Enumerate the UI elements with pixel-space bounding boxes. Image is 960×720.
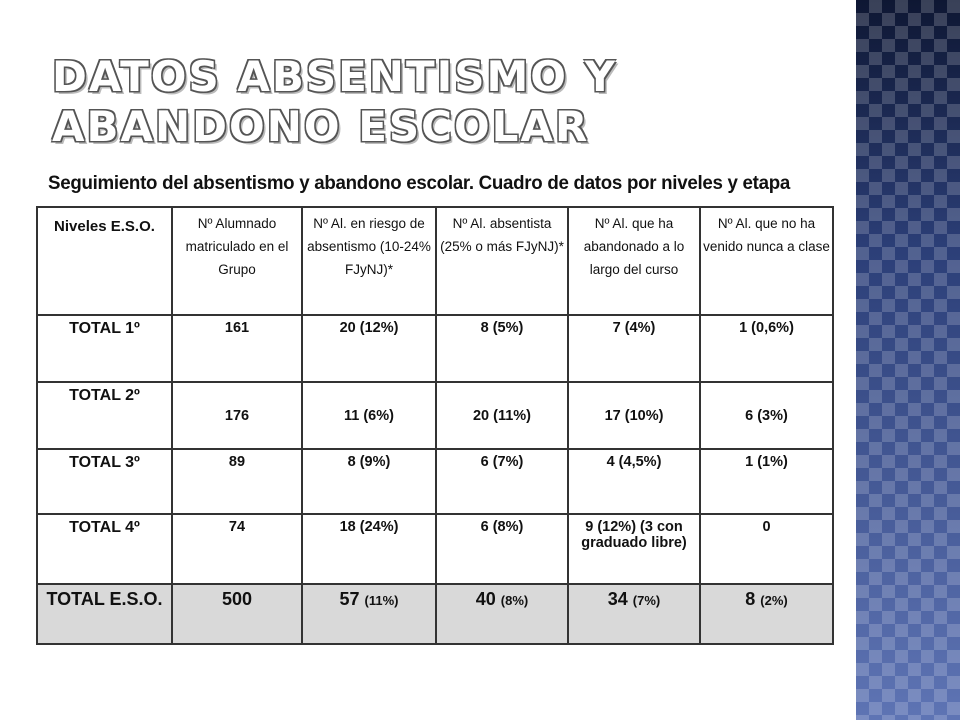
cell-absentee: 8 (5%) xyxy=(435,314,569,383)
row-label: TOTAL 1º xyxy=(36,314,173,383)
total-at-risk: 57 (11%) xyxy=(301,583,437,645)
table-row: TOTAL 3º 89 8 (9%) 6 (7%) 4 (4,5%) 1 (1%… xyxy=(36,448,834,515)
total-enrolled: 500 xyxy=(171,583,303,645)
total-never-attended: 8 (2%) xyxy=(699,583,834,645)
table-total-row: TOTAL E.S.O. 500 57 (11%) 40 (8%) 34 (7%… xyxy=(36,583,834,645)
total-pct: (8%) xyxy=(500,593,529,608)
table-header-row: Niveles E.S.O. Nº Alumnado matriculado e… xyxy=(36,206,834,316)
cell-enrolled: 176 xyxy=(171,381,303,450)
table-row: TOTAL 4º 74 18 (24%) 6 (8%) 9 (12%) (3 c… xyxy=(36,513,834,585)
absenteeism-table: Niveles E.S.O. Nº Alumnado matriculado e… xyxy=(36,206,834,645)
total-dropped-out: 34 (7%) xyxy=(567,583,701,645)
cell-at-risk: 11 (6%) xyxy=(301,381,437,450)
cell-never-attended: 0 xyxy=(699,513,834,585)
total-pct: (11%) xyxy=(364,593,399,608)
table-caption: Seguimiento del absentismo y abandono es… xyxy=(48,172,791,194)
total-value: 500 xyxy=(221,589,253,609)
cell-never-attended: 1 (1%) xyxy=(699,448,834,515)
cell-dropped-out: 7 (4%) xyxy=(567,314,701,383)
cell-absentee: 6 (7%) xyxy=(435,448,569,515)
cell-never-attended: 6 (3%) xyxy=(699,381,834,450)
header-never-attended: Nº Al. que no ha venido nunca a clase xyxy=(699,206,834,316)
total-pct: (2%) xyxy=(760,593,788,608)
total-value: 40 xyxy=(475,589,496,609)
cell-dropped-out: 9 (12%) (3 con graduado libre) xyxy=(567,513,701,585)
row-label: TOTAL 2º xyxy=(36,381,173,450)
cell-at-risk: 20 (12%) xyxy=(301,314,437,383)
header-enrolled: Nº Alumnado matriculado en el Grupo xyxy=(171,206,303,316)
cell-absentee: 20 (11%) xyxy=(435,381,569,450)
cell-dropped-out: 4 (4,5%) xyxy=(567,448,701,515)
total-absentee: 40 (8%) xyxy=(435,583,569,645)
cell-absentee: 6 (8%) xyxy=(435,513,569,585)
total-pct: (7%) xyxy=(632,593,661,608)
cell-never-attended: 1 (0,6%) xyxy=(699,314,834,383)
row-label: TOTAL 3º xyxy=(36,448,173,515)
total-label: TOTAL E.S.O. xyxy=(36,583,173,645)
cell-enrolled: 89 xyxy=(171,448,303,515)
header-absentee: Nº Al. absentista (25% o más FJyNJ)* xyxy=(435,206,569,316)
table-row: TOTAL 2º 176 11 (6%) 20 (11%) 17 (10%) 6… xyxy=(36,381,834,450)
table-row: TOTAL 1º 161 20 (12%) 8 (5%) 7 (4%) 1 (0… xyxy=(36,314,834,383)
header-at-risk: Nº Al. en riesgo de absentismo (10-24% F… xyxy=(301,206,437,316)
cell-enrolled: 161 xyxy=(171,314,303,383)
header-levels: Niveles E.S.O. xyxy=(36,206,173,316)
header-dropped-out: Nº Al. que ha abandonado a lo largo del … xyxy=(567,206,701,316)
cell-enrolled: 74 xyxy=(171,513,303,585)
decorative-side-panel xyxy=(856,0,960,720)
cell-at-risk: 8 (9%) xyxy=(301,448,437,515)
total-value: 34 xyxy=(607,589,628,609)
cell-dropped-out: 17 (10%) xyxy=(567,381,701,450)
slide-title: DATOS ABSENTISMO Y ABANDONO ESCOLAR xyxy=(52,52,617,151)
row-label: TOTAL 4º xyxy=(36,513,173,585)
cell-at-risk: 18 (24%) xyxy=(301,513,437,585)
total-value: 8 xyxy=(745,589,756,609)
total-value: 57 xyxy=(339,589,360,609)
